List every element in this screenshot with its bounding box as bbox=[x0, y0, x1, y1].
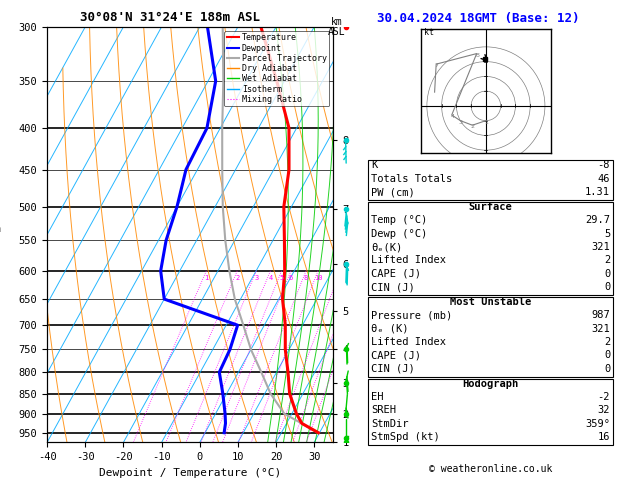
Text: Most Unstable: Most Unstable bbox=[450, 297, 532, 307]
Text: Lifted Index: Lifted Index bbox=[371, 337, 446, 347]
Text: 0: 0 bbox=[604, 364, 610, 374]
Text: ASL: ASL bbox=[328, 27, 345, 37]
Text: 1: 1 bbox=[484, 120, 488, 124]
Y-axis label: hPa: hPa bbox=[0, 225, 1, 235]
Text: 8: 8 bbox=[475, 52, 479, 57]
Text: SREH: SREH bbox=[371, 405, 396, 416]
Text: CIN (J): CIN (J) bbox=[371, 364, 415, 374]
Text: Totals Totals: Totals Totals bbox=[371, 174, 452, 184]
Text: 32: 32 bbox=[598, 405, 610, 416]
Text: -2: -2 bbox=[598, 392, 610, 402]
Text: CIN (J): CIN (J) bbox=[371, 282, 415, 292]
Text: Dewp (°C): Dewp (°C) bbox=[371, 228, 427, 239]
Text: 2: 2 bbox=[604, 337, 610, 347]
Text: CAPE (J): CAPE (J) bbox=[371, 269, 421, 279]
Text: θₑ (K): θₑ (K) bbox=[371, 324, 409, 334]
Text: StmDir: StmDir bbox=[371, 419, 409, 429]
Text: 2: 2 bbox=[471, 124, 475, 129]
Text: 30.04.2024 18GMT (Base: 12): 30.04.2024 18GMT (Base: 12) bbox=[377, 12, 579, 25]
Text: Lifted Index: Lifted Index bbox=[371, 255, 446, 265]
Text: 30°08'N 31°24'E 188m ASL: 30°08'N 31°24'E 188m ASL bbox=[80, 11, 260, 24]
Text: PW (cm): PW (cm) bbox=[371, 187, 415, 197]
Text: 4: 4 bbox=[268, 275, 272, 281]
Text: Temp (°C): Temp (°C) bbox=[371, 215, 427, 226]
Legend: Temperature, Dewpoint, Parcel Trajectory, Dry Adiabat, Wet Adiabat, Isotherm, Mi: Temperature, Dewpoint, Parcel Trajectory… bbox=[224, 31, 329, 106]
Text: 6: 6 bbox=[289, 275, 293, 281]
Text: 29.7: 29.7 bbox=[585, 215, 610, 226]
Text: 3: 3 bbox=[254, 275, 259, 281]
Text: 10: 10 bbox=[314, 275, 322, 281]
Text: CAPE (J): CAPE (J) bbox=[371, 350, 421, 361]
Text: K: K bbox=[371, 160, 377, 171]
Text: kt: kt bbox=[424, 28, 434, 37]
Text: -8: -8 bbox=[598, 160, 610, 171]
Text: 2: 2 bbox=[604, 255, 610, 265]
Text: 0: 0 bbox=[604, 350, 610, 361]
Text: 0: 0 bbox=[604, 282, 610, 292]
Text: EH: EH bbox=[371, 392, 384, 402]
Text: 987: 987 bbox=[591, 310, 610, 320]
Text: Hodograph: Hodograph bbox=[462, 379, 519, 389]
Text: StmSpd (kt): StmSpd (kt) bbox=[371, 432, 440, 442]
Text: 321: 321 bbox=[591, 242, 610, 252]
Text: 7: 7 bbox=[435, 63, 438, 68]
Text: km: km bbox=[331, 17, 342, 27]
Text: 321: 321 bbox=[591, 324, 610, 334]
Text: Surface: Surface bbox=[469, 202, 513, 212]
Text: 5: 5 bbox=[279, 275, 284, 281]
Text: 46: 46 bbox=[598, 174, 610, 184]
Text: 1: 1 bbox=[204, 275, 208, 281]
Text: 8: 8 bbox=[304, 275, 308, 281]
Text: 2: 2 bbox=[235, 275, 239, 281]
Text: 5: 5 bbox=[604, 228, 610, 239]
Text: © weatheronline.co.uk: © weatheronline.co.uk bbox=[429, 464, 552, 474]
Text: 3: 3 bbox=[459, 120, 463, 124]
Text: Pressure (mb): Pressure (mb) bbox=[371, 310, 452, 320]
Text: 4: 4 bbox=[450, 114, 454, 119]
Text: 359°: 359° bbox=[585, 419, 610, 429]
X-axis label: Dewpoint / Temperature (°C): Dewpoint / Temperature (°C) bbox=[99, 468, 281, 478]
Text: 1.31: 1.31 bbox=[585, 187, 610, 197]
Text: 16: 16 bbox=[598, 432, 610, 442]
Text: 0: 0 bbox=[604, 269, 610, 279]
Text: θₑ(K): θₑ(K) bbox=[371, 242, 403, 252]
